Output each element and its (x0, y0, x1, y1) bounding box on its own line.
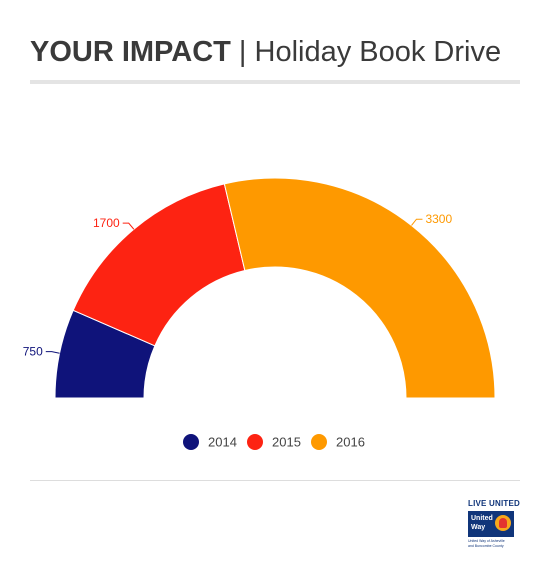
slices-group (54, 177, 496, 399)
logo-org-line2: and Buncombe County (468, 543, 504, 548)
semicircle-donut-chart: 750 1700 3300 2014 2015 2016 (23, 177, 496, 450)
logo-united: United (471, 515, 493, 522)
logo-org-line1: United Way of Asheville (468, 539, 505, 543)
logo-badge: United Way (468, 511, 514, 537)
legend-label-2014: 2014 (208, 435, 237, 450)
footer-divider (30, 480, 520, 481)
label-connector-2015 (122, 222, 135, 230)
label-connector-2016 (411, 218, 423, 226)
data-label-2014: 750 (23, 345, 43, 359)
legend: 2014 2015 2016 (183, 434, 365, 450)
hand-icon (495, 515, 511, 531)
page-title: YOUR IMPACT | Holiday Book Drive (30, 34, 501, 70)
legend-swatch-2016 (311, 434, 327, 450)
data-label-2015: 1700 (93, 216, 120, 230)
legend-swatch-2014 (183, 434, 199, 450)
legend-swatch-2015 (247, 434, 263, 450)
legend-label-2015: 2015 (272, 435, 301, 450)
title-bold: YOUR IMPACT (30, 36, 231, 68)
data-label-2016: 3300 (425, 212, 452, 226)
title-rest: | Holiday Book Drive (230, 36, 502, 68)
slice-2016 (223, 177, 496, 399)
title-divider (30, 80, 520, 84)
data-labels-group: 750 1700 3300 (23, 212, 453, 358)
legend-label-2016: 2016 (336, 435, 365, 450)
logo-live-united: LIVE UNITED (468, 499, 520, 508)
label-connector-2014 (45, 351, 60, 354)
logo-way: Way (471, 524, 486, 531)
slice-2015 (72, 183, 246, 347)
united-way-logo: LIVE UNITED United Way United Way of Ash… (468, 499, 520, 548)
